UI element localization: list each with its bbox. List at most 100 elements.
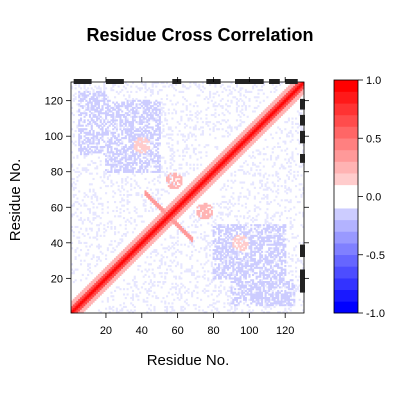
heatmap-cell [151, 89, 154, 92]
heatmap-cell [105, 103, 108, 106]
heatmap-cell [200, 208, 203, 211]
heatmap-cell [88, 286, 92, 289]
heatmap-cell [164, 113, 167, 117]
heatmap-cell [90, 195, 93, 198]
heatmap-cell [137, 241, 140, 244]
heatmap-cell [225, 272, 228, 275]
heatmap-cell [226, 126, 230, 129]
heatmap-cell [219, 231, 222, 234]
heatmap-cell [259, 266, 262, 269]
heatmap-cell [96, 167, 99, 170]
heatmap-cell [185, 145, 188, 149]
heatmap-cell [189, 185, 192, 188]
heatmap-cell [187, 291, 190, 294]
heatmap-cell [146, 126, 149, 129]
heatmap-cell [198, 94, 201, 97]
heatmap-cell [160, 300, 163, 303]
heatmap-cell [173, 211, 176, 214]
heatmap-cell [157, 154, 160, 157]
heatmap-cell [237, 263, 240, 266]
heatmap-cell [158, 117, 161, 120]
heatmap-cell [133, 227, 136, 230]
heatmap-cell [239, 238, 242, 241]
heatmap-cell [246, 163, 249, 166]
heatmap-cell [255, 231, 258, 234]
heatmap-cell [219, 252, 222, 255]
heatmap-cell [151, 110, 154, 113]
heatmap-cell [128, 211, 131, 214]
heatmap-cell [137, 128, 140, 131]
heatmap-cell [165, 311, 169, 314]
heatmap-cell [99, 108, 102, 111]
heatmap-cell [122, 105, 126, 108]
heatmap-cell [157, 266, 160, 269]
heatmap-cell [217, 277, 221, 280]
heatmap-cell [79, 101, 83, 104]
heatmap-cell [225, 266, 228, 269]
heatmap-cell [144, 101, 147, 104]
heatmap-cell [259, 236, 262, 239]
heatmap-cell [260, 243, 264, 246]
heatmap-cell [214, 92, 217, 95]
heatmap-cell [244, 236, 247, 239]
heatmap-cell [180, 250, 183, 253]
heatmap-cell [142, 170, 145, 173]
heatmap-cell [244, 286, 247, 289]
heatmap-cell [92, 137, 95, 140]
heatmap-cell [108, 145, 111, 149]
heatmap-cell [189, 156, 192, 159]
heatmap-cell [130, 261, 133, 264]
heatmap-cell [74, 87, 77, 90]
heatmap-cell [149, 206, 152, 209]
heatmap-cell [71, 163, 74, 166]
heatmap-cell [171, 282, 174, 285]
heatmap-cell [257, 206, 260, 209]
heatmap-cell [149, 199, 152, 202]
heatmap-cell [165, 82, 169, 85]
heatmap-cell [162, 247, 165, 250]
heatmap-cell [173, 179, 176, 182]
heatmap-cell [228, 247, 231, 250]
heatmap-cell [151, 250, 154, 253]
heatmap-cell [173, 172, 176, 175]
heatmap-cell [121, 240, 124, 243]
heatmap-cell [153, 183, 156, 186]
heatmap-cell [237, 241, 240, 244]
heatmap-cell [142, 300, 145, 303]
heatmap-cell [110, 106, 113, 109]
heatmap-cell [212, 161, 215, 165]
heatmap-cell [149, 126, 152, 129]
heatmap-cell [135, 110, 138, 113]
heatmap-cell [259, 288, 262, 291]
heatmap-cell [241, 293, 244, 296]
heatmap-cell [216, 266, 219, 269]
heatmap-cell [162, 156, 165, 159]
heatmap-cell [137, 249, 140, 252]
heatmap-cell [121, 185, 124, 188]
heatmap-cell [203, 273, 206, 276]
heatmap-cell [124, 124, 127, 127]
heatmap-cell [255, 165, 258, 168]
heatmap-cell [121, 140, 124, 143]
heatmap-cell [174, 201, 178, 204]
heatmap-cell [142, 83, 145, 86]
heatmap-cell [153, 231, 156, 234]
heatmap-cell [189, 256, 192, 259]
heatmap-cell [196, 209, 199, 213]
heatmap-cell [157, 92, 160, 95]
heatmap-cell [160, 272, 163, 275]
heatmap-cell [228, 259, 231, 262]
heatmap-cell [252, 263, 255, 266]
heatmap-cell [130, 167, 133, 170]
heatmap-cell [71, 204, 74, 207]
heatmap-cell [105, 153, 108, 156]
heatmap-cell [214, 137, 217, 140]
heatmap-cell [128, 158, 131, 161]
heatmap-cell [250, 288, 253, 291]
heatmap-cell [173, 209, 176, 213]
heatmap-cell [114, 257, 117, 260]
heatmap-cell [149, 224, 152, 227]
heatmap-cell [158, 181, 161, 184]
heatmap-cell [153, 250, 156, 253]
heatmap-cell [110, 115, 113, 118]
